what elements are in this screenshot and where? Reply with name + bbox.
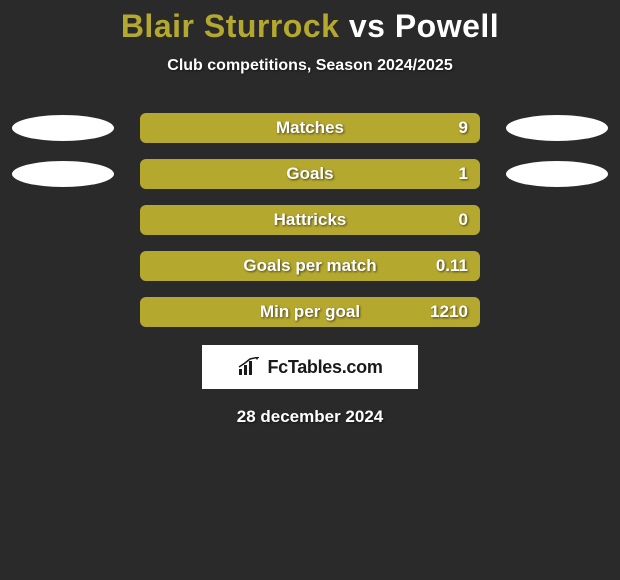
- spacer: [12, 253, 114, 279]
- stat-value: 9: [459, 118, 468, 138]
- stat-row: Min per goal 1210: [0, 297, 620, 327]
- logo-box[interactable]: FcTables.com: [202, 345, 418, 389]
- stat-bar: Min per goal 1210: [140, 297, 480, 327]
- stat-value: 1210: [430, 302, 468, 322]
- chart-icon: [237, 357, 261, 377]
- stat-label: Min per goal: [260, 302, 360, 322]
- stat-row: Goals 1: [0, 159, 620, 189]
- page-title: Blair Sturrock vs Powell: [0, 8, 620, 45]
- spacer: [12, 207, 114, 233]
- spacer: [506, 253, 608, 279]
- comparison-card: Blair Sturrock vs Powell Club competitio…: [0, 0, 620, 427]
- stat-bar: Hattricks 0: [140, 205, 480, 235]
- player1-avatar-placeholder: [12, 115, 114, 141]
- subtitle: Club competitions, Season 2024/2025: [0, 57, 620, 75]
- stat-value: 0.11: [436, 256, 468, 276]
- spacer: [12, 299, 114, 325]
- player1-name: Blair Sturrock: [121, 8, 340, 44]
- stat-bar: Goals per match 0.11: [140, 251, 480, 281]
- stat-bar: Goals 1: [140, 159, 480, 189]
- stat-label: Goals per match: [243, 256, 376, 276]
- stat-value: 0: [459, 210, 468, 230]
- logo-text: FcTables.com: [267, 357, 382, 378]
- player1-avatar-placeholder: [12, 161, 114, 187]
- stat-label: Hattricks: [274, 210, 347, 230]
- player2-avatar-placeholder: [506, 115, 608, 141]
- stat-row: Goals per match 0.11: [0, 251, 620, 281]
- spacer: [506, 207, 608, 233]
- date-text: 28 december 2024: [0, 407, 620, 427]
- stats-area: Matches 9 Goals 1 Hattricks 0 Goals: [0, 113, 620, 327]
- player2-name: Powell: [395, 8, 499, 44]
- player2-avatar-placeholder: [506, 161, 608, 187]
- logo-content: FcTables.com: [237, 357, 382, 378]
- stat-row: Matches 9: [0, 113, 620, 143]
- spacer: [506, 299, 608, 325]
- vs-separator: vs: [349, 8, 386, 44]
- stat-label: Matches: [276, 118, 344, 138]
- stat-label: Goals: [286, 164, 333, 184]
- stat-row: Hattricks 0: [0, 205, 620, 235]
- stat-bar: Matches 9: [140, 113, 480, 143]
- stat-value: 1: [459, 164, 468, 184]
